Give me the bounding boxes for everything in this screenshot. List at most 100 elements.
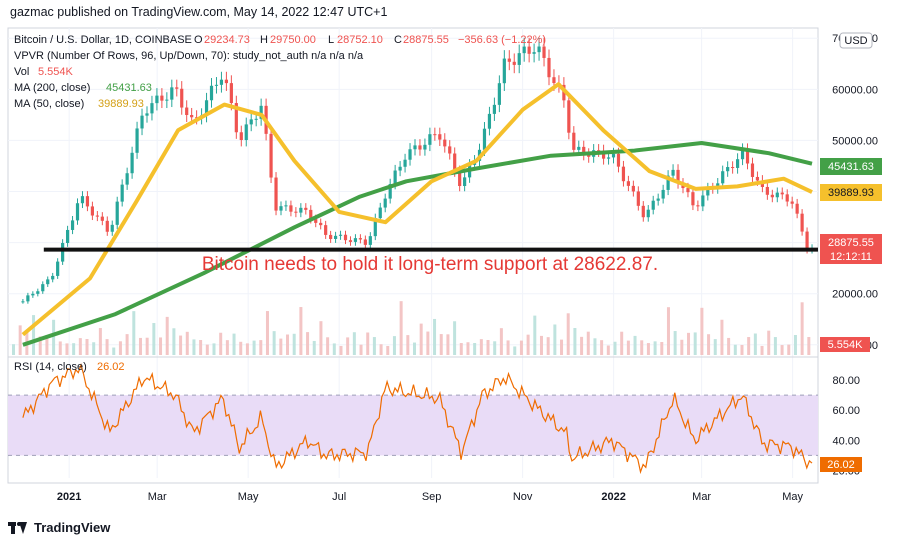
volume-bar: [312, 340, 316, 355]
ma50-tag: 39889.93: [828, 187, 874, 199]
legend-ma50-label: MA (50, close): [14, 98, 84, 110]
volume-bar: [620, 331, 624, 355]
rsi-tag: 26.02: [827, 459, 855, 471]
volume-bar: [747, 337, 751, 355]
time-tick-label: Mar: [692, 491, 711, 503]
volume-bar: [580, 336, 584, 355]
candle-body: [150, 103, 154, 114]
candle-body: [770, 194, 774, 198]
candle-body: [646, 209, 650, 218]
candle-body: [522, 46, 526, 54]
volume-bar: [272, 331, 276, 355]
candle-body: [160, 95, 164, 101]
volume-bar: [112, 347, 116, 355]
legend-o-label: O: [194, 34, 203, 46]
legend-c-value: 28875.55: [403, 34, 449, 46]
candle-body: [329, 234, 333, 239]
volume-bar: [299, 307, 303, 355]
candle-body: [582, 146, 586, 155]
candle-body: [244, 124, 248, 141]
candle-body: [765, 186, 769, 195]
candle-body: [175, 87, 179, 89]
volume-bar: [586, 331, 590, 355]
volume-bar: [18, 325, 22, 355]
candle-body: [279, 206, 283, 211]
tradingview-footer[interactable]: TradingView: [8, 520, 110, 535]
candle-body: [239, 132, 243, 141]
legend-h-label: H: [260, 34, 268, 46]
volume-bar: [219, 332, 223, 355]
volume-bar: [673, 331, 677, 355]
volume-bar: [105, 339, 109, 355]
candle-body: [443, 139, 447, 147]
volume-bar: [379, 344, 383, 355]
candle-body: [309, 209, 313, 220]
candle-body: [542, 46, 546, 58]
candle-body: [170, 87, 174, 100]
candle-body: [403, 159, 407, 167]
volume-bar: [773, 337, 777, 355]
candle-body: [353, 238, 358, 242]
volume-bar: [606, 345, 610, 355]
candle-body: [348, 240, 353, 242]
volume-bar: [733, 344, 737, 355]
candle-body: [343, 234, 348, 241]
candle-body: [269, 133, 273, 178]
volume-bar: [185, 331, 189, 355]
candle-body: [552, 77, 556, 84]
candle-body: [428, 134, 432, 145]
candle-body: [299, 207, 303, 213]
candle-body: [408, 149, 412, 160]
candle-body: [597, 150, 601, 152]
volume-bar: [687, 332, 691, 355]
volume-bar: [793, 335, 797, 355]
candle-body: [289, 205, 293, 212]
candle-body: [666, 175, 670, 190]
volume-bar: [453, 321, 457, 355]
volume-bar: [446, 334, 450, 355]
candle-body: [110, 224, 114, 232]
volume-bar: [52, 319, 56, 355]
candle-body: [324, 225, 328, 235]
volume-bar: [419, 323, 423, 355]
volume-bar: [727, 337, 731, 355]
volume-bar: [132, 311, 136, 355]
candle-body: [701, 195, 705, 207]
time-tick-label: May: [782, 491, 803, 503]
candle-body: [105, 220, 109, 232]
volume-bar: [372, 337, 376, 355]
volume-bar: [439, 334, 443, 355]
volume-bar: [145, 337, 149, 355]
volume-bar: [807, 337, 811, 355]
volume-bar: [98, 328, 102, 355]
volume-bar: [713, 339, 717, 355]
time-tick-label: 2022: [601, 491, 625, 503]
volume-bar: [352, 332, 356, 355]
candle-body: [537, 46, 541, 53]
legend-h-value: 29750.00: [270, 34, 316, 46]
rsi-tag-box: [820, 457, 862, 472]
candle-body: [721, 171, 725, 184]
candle-body: [433, 134, 437, 136]
volume-bar: [72, 343, 76, 355]
candle-body: [750, 163, 755, 177]
volume-bar: [573, 328, 577, 355]
volume-bar: [740, 344, 744, 355]
candle-body: [567, 100, 571, 133]
candle-body: [185, 107, 189, 115]
price-tick-label: 50000.00: [832, 135, 878, 147]
candle-body: [36, 291, 40, 294]
legend-rsi-label: RSI (14, close): [14, 361, 87, 373]
volume-bar: [546, 337, 550, 355]
candle-body: [61, 243, 65, 262]
candle-body: [527, 46, 531, 54]
currency-badge[interactable]: USD: [844, 35, 867, 47]
volume-bar: [172, 328, 176, 355]
volume-bar: [212, 343, 216, 355]
candle-body: [135, 128, 139, 153]
candle-body: [209, 85, 214, 101]
candle-body: [611, 153, 616, 158]
time-tick-label: Mar: [148, 491, 167, 503]
publisher-header: gazmac published on TradingView.com, May…: [10, 5, 388, 19]
